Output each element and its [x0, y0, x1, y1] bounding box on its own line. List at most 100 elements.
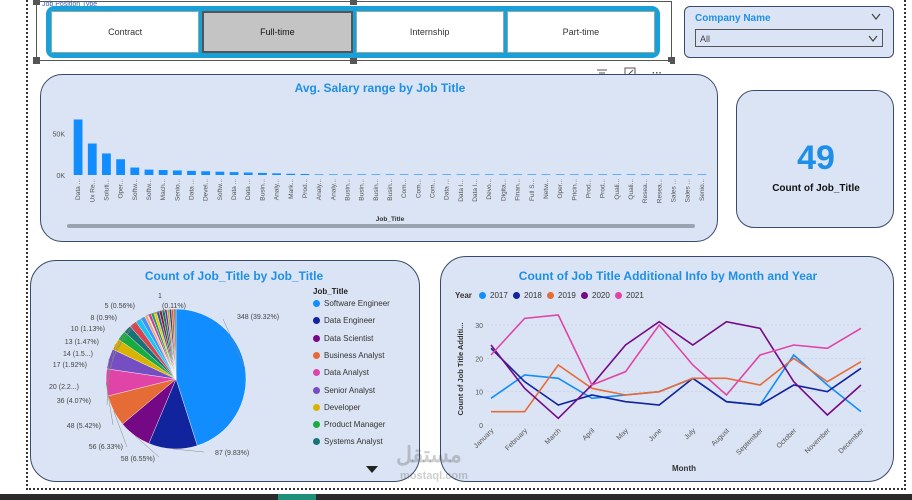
- bar[interactable]: [584, 174, 593, 175]
- slicer-tile-part-time[interactable]: Part-time: [506, 11, 655, 53]
- pie-legend-item[interactable]: Data Engineer: [313, 316, 375, 325]
- legend-label: Software Engineer: [324, 299, 390, 308]
- bar[interactable]: [654, 174, 664, 175]
- pie-leader-line: [113, 410, 128, 448]
- pie-legend-item[interactable]: Data Scientist: [313, 334, 373, 343]
- bar[interactable]: [144, 169, 154, 175]
- pie-legend-item[interactable]: Data Analyst: [313, 368, 369, 377]
- line-series[interactable]: [490, 320, 862, 420]
- bar[interactable]: [300, 174, 310, 175]
- slicer-title: Job Position Type: [42, 1, 98, 8]
- bar[interactable]: [541, 174, 551, 175]
- bar[interactable]: [158, 170, 168, 175]
- line-series[interactable]: [491, 357, 862, 413]
- bar-x-tick-label: Softw...: [146, 179, 153, 201]
- bar[interactable]: [314, 174, 324, 175]
- bar[interactable]: [286, 173, 296, 175]
- bar[interactable]: [272, 173, 281, 175]
- bar[interactable]: [484, 174, 494, 175]
- bar[interactable]: [201, 171, 211, 175]
- line-chart-title: Count of Job Title Additional Info by Mo…: [518, 269, 818, 283]
- bar[interactable]: [87, 143, 97, 175]
- bar[interactable]: [116, 159, 126, 175]
- bar[interactable]: [413, 174, 423, 175]
- legend-label: Product Manager: [324, 420, 386, 430]
- resize-handle-tl[interactable]: [33, 0, 40, 5]
- line-series[interactable]: [490, 314, 862, 397]
- bar[interactable]: [172, 170, 182, 175]
- legend-label: Developer: [324, 402, 361, 412]
- bar[interactable]: [669, 174, 678, 175]
- line-x-tick-label: April: [581, 427, 596, 442]
- bar[interactable]: [569, 174, 579, 175]
- line-y-axis-label: Count of Job Title Additi...: [456, 323, 465, 416]
- bar[interactable]: [229, 172, 239, 175]
- line-legend-item[interactable]: 2018: [513, 291, 542, 300]
- collapse-chevron-icon[interactable]: [871, 13, 881, 21]
- line-legend-item[interactable]: 2019: [547, 291, 576, 300]
- pie-chart-title: Count of Job_Title by Job_Title: [144, 269, 324, 283]
- bar[interactable]: [102, 153, 111, 175]
- bar[interactable]: [555, 174, 565, 175]
- resize-handle-br[interactable]: [668, 57, 675, 64]
- bar[interactable]: [73, 119, 83, 175]
- resize-handle-bl[interactable]: [33, 57, 40, 64]
- legend-marker-icon: [313, 317, 320, 325]
- bar[interactable]: [385, 174, 395, 175]
- company-dropdown[interactable]: All: [695, 29, 883, 47]
- bar-x-tick-label: Com...: [401, 179, 408, 198]
- bar[interactable]: [513, 174, 522, 175]
- more-options-icon[interactable]: ···: [652, 67, 662, 79]
- horizontal-scrollbar[interactable]: [67, 224, 695, 228]
- bar[interactable]: [371, 174, 381, 175]
- line-legend-item[interactable]: 2021: [615, 291, 644, 300]
- pie-legend-item[interactable]: Developer: [313, 403, 360, 412]
- slicer-tile-contract[interactable]: Contract: [51, 11, 200, 53]
- pie-legend-item[interactable]: Senior Analyst: [313, 386, 375, 395]
- slicer-tile-full-time[interactable]: Full-time: [202, 11, 353, 53]
- bar[interactable]: [697, 174, 707, 175]
- bar[interactable]: [328, 174, 338, 175]
- bar-x-tick-label: Com...: [415, 179, 422, 198]
- slicer-tile-internship[interactable]: Internship: [355, 11, 504, 53]
- bar[interactable]: [428, 174, 437, 175]
- bar[interactable]: [243, 172, 253, 175]
- bar[interactable]: [442, 174, 452, 175]
- pie-data-label: 10 (1.13%): [71, 326, 105, 333]
- bar[interactable]: [499, 174, 508, 175]
- bar[interactable]: [683, 174, 693, 175]
- line-legend-item[interactable]: 2017: [479, 291, 508, 300]
- bar-x-tick-label: Data I...: [472, 179, 479, 202]
- bar-x-tick-label: Ux Re...: [89, 179, 96, 203]
- resize-handle-tc[interactable]: [350, 0, 357, 5]
- bar[interactable]: [612, 174, 622, 175]
- pie-legend-item[interactable]: Business Analyst: [313, 351, 384, 360]
- bar[interactable]: [640, 174, 650, 175]
- bar[interactable]: [215, 171, 225, 175]
- bar-x-tick-label: Finan...: [515, 179, 522, 201]
- bar[interactable]: [456, 174, 466, 175]
- bar[interactable]: [187, 170, 196, 175]
- line-x-tick-label: March: [544, 427, 563, 446]
- bar[interactable]: [626, 174, 636, 175]
- bar-x-tick-label: Oper...: [118, 179, 125, 199]
- bar[interactable]: [343, 174, 352, 175]
- line-series[interactable]: [490, 353, 862, 413]
- bar[interactable]: [470, 174, 480, 175]
- line-legend-title: Year: [455, 291, 472, 300]
- page-tab-indicator[interactable]: [278, 494, 316, 500]
- bar[interactable]: [598, 174, 608, 175]
- bar[interactable]: [399, 174, 409, 175]
- bar[interactable]: [357, 174, 367, 175]
- resize-handle-bc[interactable]: [350, 57, 357, 64]
- pie-legend-item[interactable]: Systems Analyst: [313, 437, 383, 446]
- bar[interactable]: [258, 172, 267, 175]
- pie-legend-item[interactable]: Product Manager: [313, 420, 385, 429]
- line-legend-item[interactable]: 2020: [581, 291, 610, 300]
- card-label: Count of Job_Title: [772, 183, 860, 194]
- pie-legend-item[interactable]: Software Engineer: [313, 299, 390, 308]
- bar[interactable]: [527, 174, 537, 175]
- bar[interactable]: [130, 167, 140, 175]
- legend-scroll-down-icon[interactable]: [365, 465, 379, 475]
- pie-slice[interactable]: [173, 308, 177, 380]
